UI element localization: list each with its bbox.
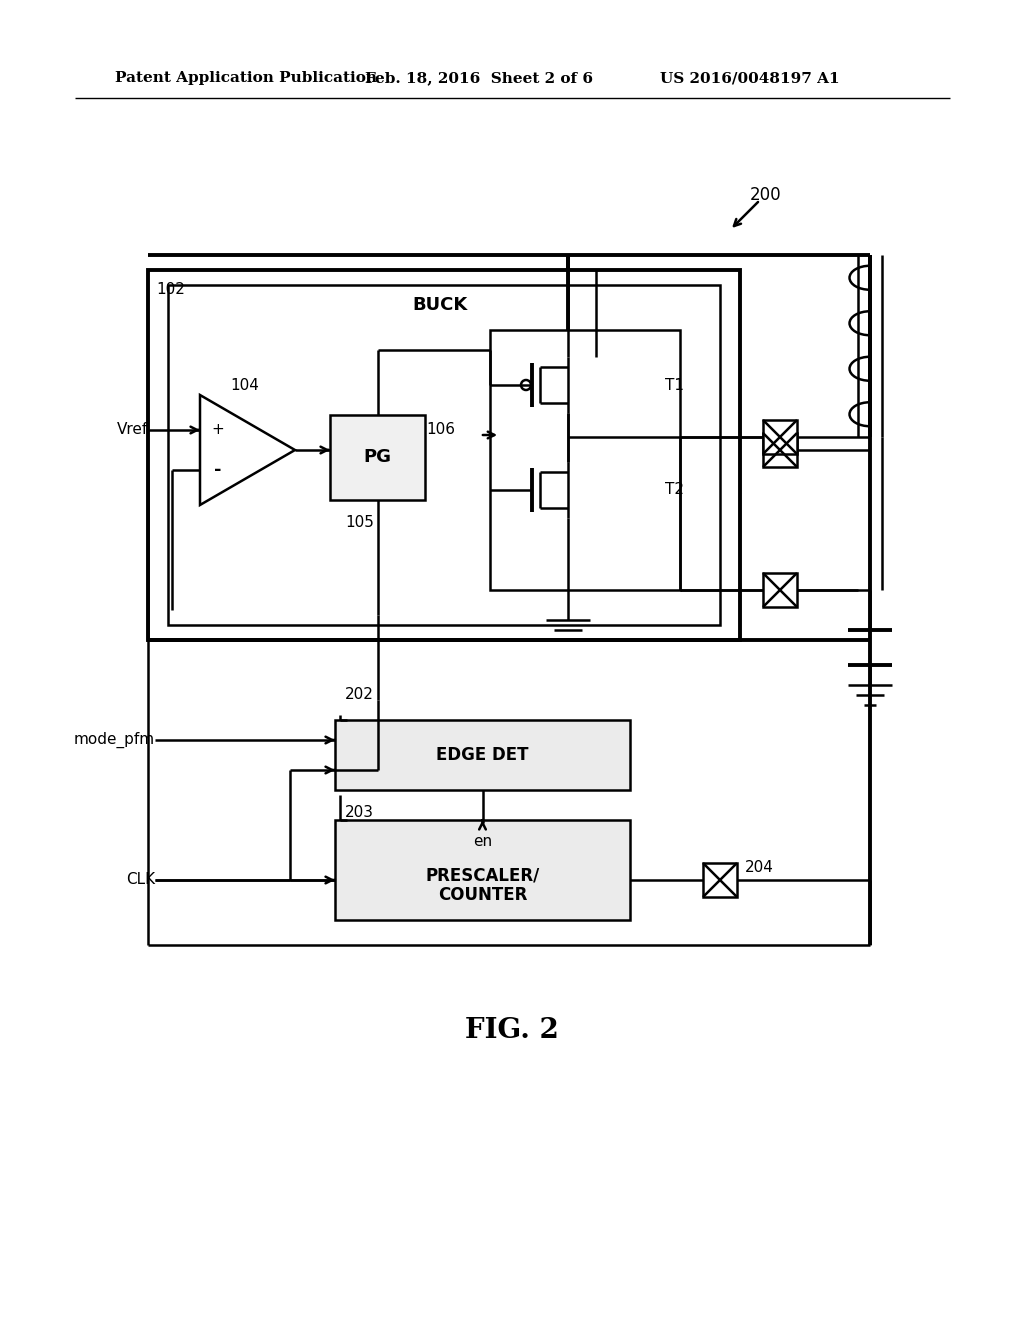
Text: CLK: CLK [126,873,155,887]
Text: PRESCALER/: PRESCALER/ [425,866,540,884]
Text: 105: 105 [345,515,374,531]
Bar [335,820,630,920]
Text: -: - [214,461,222,479]
Text: US 2016/0048197 A1: US 2016/0048197 A1 [660,71,840,84]
Text: 104: 104 [230,378,259,392]
Bar [330,414,425,500]
Text: Patent Application Publication: Patent Application Publication [115,71,377,84]
Text: COUNTER: COUNTER [438,886,527,904]
Text: 200: 200 [750,186,781,205]
Bar [703,863,737,898]
Bar [763,433,797,467]
Text: T1: T1 [665,378,684,392]
Text: 204: 204 [745,861,774,875]
Text: en: en [473,834,493,850]
Text: 203: 203 [345,805,374,820]
Text: Feb. 18, 2016  Sheet 2 of 6: Feb. 18, 2016 Sheet 2 of 6 [365,71,593,84]
Text: PG: PG [364,449,391,466]
Bar [168,285,720,624]
Text: FIG. 2: FIG. 2 [465,1016,559,1044]
Text: 102: 102 [156,282,185,297]
Text: T2: T2 [665,483,684,498]
Bar [763,420,797,454]
Text: mode_pfm: mode_pfm [74,731,155,748]
Text: BUCK: BUCK [413,296,468,314]
Bar [335,719,630,789]
Bar [763,573,797,607]
Text: Vref: Vref [117,422,148,437]
Text: 202: 202 [345,686,374,702]
Text: EDGE DET: EDGE DET [436,746,528,764]
Text: +: + [212,422,224,437]
Text: 106: 106 [426,422,455,437]
Bar [490,330,680,590]
Bar [148,271,740,640]
